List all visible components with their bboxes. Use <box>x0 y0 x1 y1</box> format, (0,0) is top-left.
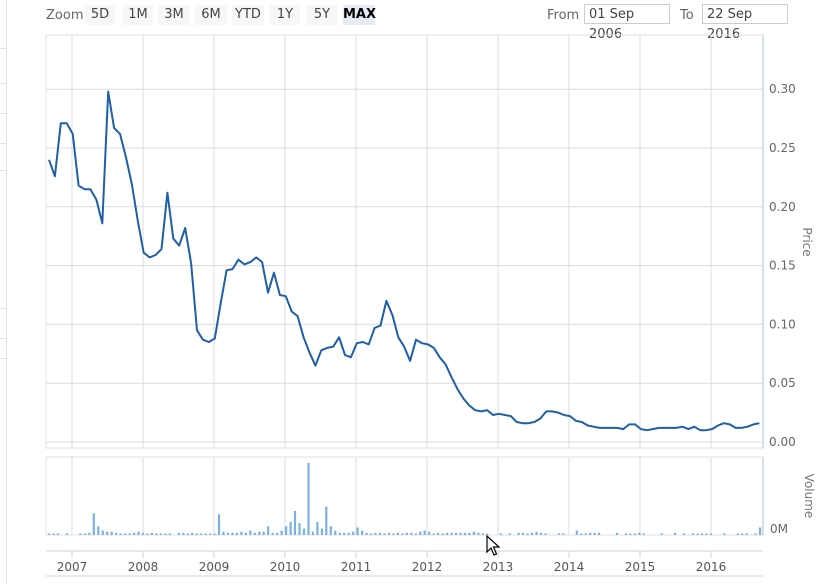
x-tick-label: 2014 <box>554 560 585 574</box>
price-tick-label: 0.05 <box>769 376 796 390</box>
zoom-max-button[interactable]: MAX <box>343 5 376 25</box>
x-tick-label: 2008 <box>128 560 159 574</box>
zoom-ytd-button[interactable]: YTD <box>232 5 264 25</box>
to-label: To <box>680 8 694 23</box>
volume-bars <box>48 463 762 535</box>
price-axis-title: Price <box>800 227 814 256</box>
price-tick-label: 0.00 <box>769 435 796 449</box>
volume-axis-tick: 0M <box>770 522 788 536</box>
price-plot-frame <box>45 34 764 449</box>
x-axis-labels: 2007 2008 2009 2010 2011 2012 2013 2014 2015 2016 <box>57 551 727 574</box>
volume-grid <box>71 457 712 535</box>
x-tick-label: 2007 <box>57 560 88 574</box>
price-grid <box>46 35 763 448</box>
volume-axis-title: Volume <box>802 474 816 519</box>
price-tick-label: 0.30 <box>769 82 796 96</box>
zoom-5d-button[interactable]: 5D <box>85 5 115 25</box>
zoom-1m-button[interactable]: 1M <box>123 5 153 25</box>
zoom-3m-button[interactable]: 3M <box>158 5 190 25</box>
price-tick-label: 0.25 <box>769 141 796 155</box>
mouse-cursor-icon <box>486 535 501 556</box>
x-tick-label: 2010 <box>270 560 301 574</box>
from-label: From <box>547 8 580 23</box>
volume-plot-frame <box>45 456 764 536</box>
x-tick-label: 2012 <box>412 560 443 574</box>
price-line[interactable] <box>48 90 760 432</box>
zoom-5y-button[interactable]: 5Y <box>306 5 338 25</box>
zoom-label: Zoom <box>46 8 84 23</box>
x-tick-label: 2016 <box>696 560 727 574</box>
price-axis-labels: 0.00 0.05 0.10 0.15 0.20 0.25 0.30 <box>769 82 796 449</box>
x-tick-label: 2013 <box>483 560 514 574</box>
left-edge-strip <box>0 0 7 584</box>
zoom-1y-button[interactable]: 1Y <box>270 5 300 25</box>
zoom-6m-button[interactable]: 6M <box>195 5 227 25</box>
price-tick-label: 0.15 <box>769 259 796 273</box>
x-tick-label: 2009 <box>199 560 230 574</box>
price-tick-label: 0.10 <box>769 317 796 331</box>
x-tick-label: 2011 <box>341 560 372 574</box>
price-tick-label: 0.20 <box>769 200 796 214</box>
x-tick-label: 2015 <box>625 560 656 574</box>
